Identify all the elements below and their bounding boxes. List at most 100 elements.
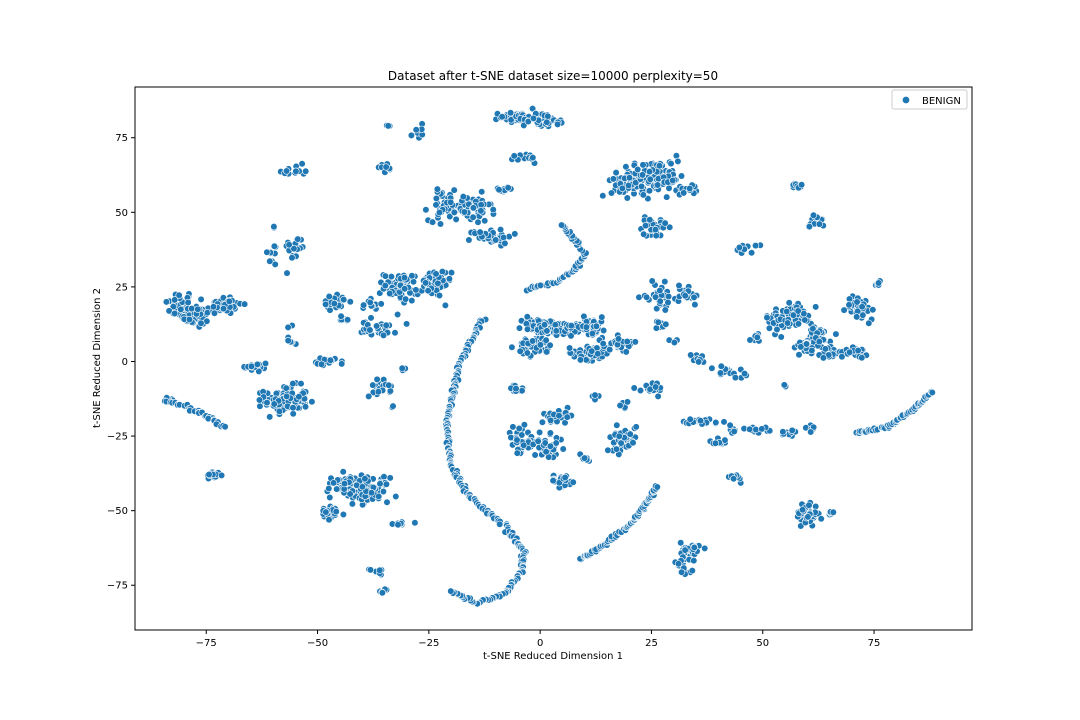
data-point — [374, 388, 383, 396]
data-point — [576, 356, 585, 364]
data-point — [779, 428, 787, 436]
data-point — [654, 318, 662, 326]
data-point — [292, 167, 300, 175]
data-point — [802, 340, 811, 348]
data-point — [175, 291, 183, 299]
data-point — [447, 587, 455, 595]
data-point — [512, 385, 520, 393]
data-point — [387, 273, 396, 281]
data-point — [599, 326, 608, 335]
data-point — [378, 589, 387, 597]
data-point — [205, 470, 213, 479]
x-tick-label: 0 — [537, 638, 543, 649]
data-point — [450, 208, 458, 216]
data-point — [591, 391, 599, 399]
data-point — [326, 493, 334, 502]
data-point — [854, 346, 862, 355]
data-point — [690, 556, 698, 565]
y-tick-label: −75 — [107, 581, 128, 592]
data-point — [489, 206, 497, 214]
data-point — [763, 314, 771, 322]
data-point — [675, 281, 683, 290]
data-point — [648, 277, 656, 285]
data-point — [344, 316, 352, 324]
data-point — [670, 338, 679, 347]
data-point — [366, 326, 374, 334]
data-point — [853, 313, 861, 321]
data-point — [845, 348, 854, 356]
data-point — [829, 508, 837, 516]
data-point — [339, 510, 348, 519]
data-point — [409, 278, 418, 286]
data-point — [477, 201, 485, 209]
data-point — [690, 293, 698, 302]
data-point — [626, 430, 634, 438]
data-point — [845, 295, 854, 303]
data-point — [255, 396, 264, 404]
data-point — [798, 506, 807, 514]
data-point — [686, 184, 694, 193]
data-point — [681, 546, 689, 554]
legend-label: BENIGN — [922, 96, 961, 107]
data-point — [171, 309, 179, 318]
data-point — [358, 483, 367, 491]
data-point — [594, 350, 602, 358]
data-point — [785, 299, 793, 307]
data-point — [492, 236, 500, 244]
data-point — [500, 233, 508, 242]
x-tick-label: −75 — [196, 638, 217, 649]
data-point — [529, 114, 538, 122]
data-point — [373, 375, 381, 384]
data-point — [674, 560, 683, 568]
data-point — [529, 154, 537, 162]
data-point — [638, 171, 647, 179]
data-point — [688, 566, 696, 575]
data-point — [543, 118, 551, 126]
data-point — [623, 337, 631, 346]
data-point — [535, 428, 544, 437]
data-point — [789, 311, 798, 319]
data-point — [432, 194, 441, 203]
data-point — [561, 473, 569, 482]
data-point — [795, 351, 803, 359]
data-point — [677, 172, 686, 180]
data-point — [809, 211, 818, 219]
data-point — [652, 232, 660, 240]
data-point — [546, 442, 555, 450]
data-point — [716, 369, 725, 377]
data-point — [447, 269, 456, 277]
data-point — [509, 423, 517, 431]
data-point — [283, 392, 291, 401]
data-point — [720, 418, 728, 426]
data-point — [569, 478, 577, 486]
data-point — [618, 184, 627, 192]
data-point — [664, 292, 673, 301]
data-point — [465, 236, 473, 244]
data-point — [184, 298, 192, 307]
data-point — [735, 243, 744, 252]
data-point — [641, 222, 650, 230]
data-point — [340, 296, 348, 304]
data-point — [436, 220, 445, 228]
data-point — [411, 519, 419, 527]
data-point — [477, 207, 485, 215]
data-point — [308, 398, 316, 406]
data-point — [701, 544, 709, 553]
data-point — [694, 358, 703, 366]
data-point — [424, 287, 432, 295]
data-point — [546, 429, 555, 437]
data-point — [298, 160, 306, 168]
data-point — [631, 338, 639, 346]
data-point — [177, 305, 185, 314]
data-point — [263, 399, 271, 407]
data-point — [513, 449, 521, 457]
data-point — [301, 403, 310, 411]
data-point — [607, 189, 616, 197]
data-point — [375, 492, 383, 501]
data-point — [622, 163, 630, 171]
data-point — [270, 242, 279, 250]
data-point — [330, 479, 338, 487]
data-point — [481, 217, 489, 225]
data-point — [382, 163, 390, 171]
data-point — [348, 500, 357, 508]
